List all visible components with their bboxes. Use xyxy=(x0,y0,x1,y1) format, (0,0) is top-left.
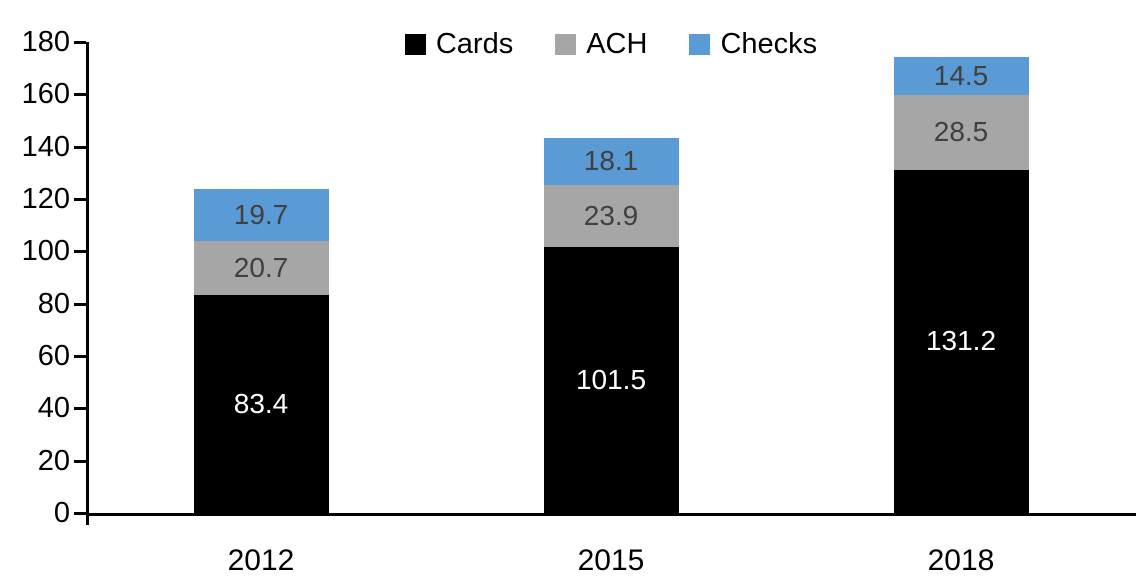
legend-swatch-cards-icon xyxy=(404,34,426,55)
y-axis-tick xyxy=(74,198,86,201)
legend-swatch-ach-icon xyxy=(555,34,577,55)
y-axis-tick xyxy=(74,407,86,411)
y-axis-tick xyxy=(74,459,86,463)
bar-segment-ach-2012: 20.7 xyxy=(193,240,329,295)
bar-value-label: 28.5 xyxy=(933,116,989,148)
legend-label: Checks xyxy=(720,28,818,60)
bar-segment-checks-2015: 18.1 xyxy=(543,137,679,185)
bar-value-label: 14.5 xyxy=(933,60,989,92)
bar-segment-checks-2012: 19.7 xyxy=(193,189,329,241)
bar-segment-cards-2012: 83.4 xyxy=(193,294,329,513)
legend-item-cards: Cards xyxy=(404,28,514,60)
bar-segment-checks-2018: 14.5 xyxy=(893,57,1029,96)
y-axis-tick-label: 180 xyxy=(21,26,70,58)
y-axis-tick xyxy=(74,302,86,306)
chart-legend: Cards ACH Checks xyxy=(86,30,1136,59)
bar-segment-ach-2015: 23.9 xyxy=(543,184,679,248)
legend-item-ach: ACH xyxy=(555,30,647,59)
x-axis-category-label: 2012 xyxy=(227,544,295,577)
bar-value-label: 20.7 xyxy=(233,251,289,283)
y-axis-tick-label: 0 xyxy=(53,497,70,529)
bar-value-label: 101.5 xyxy=(575,364,647,396)
bar-value-label: 83.4 xyxy=(233,387,289,419)
legend-label: ACH xyxy=(586,28,648,60)
bar-value-label: 131.2 xyxy=(925,325,997,357)
y-axis-line xyxy=(86,42,89,525)
y-axis-tick xyxy=(74,93,86,97)
bar-value-label: 19.7 xyxy=(233,198,289,230)
y-axis-tick xyxy=(74,512,86,515)
legend-label: Cards xyxy=(435,28,514,60)
y-axis-tick xyxy=(74,145,86,149)
y-axis-tick-label: 100 xyxy=(21,235,70,268)
y-axis-tick-label: 20 xyxy=(37,444,70,477)
bar-segment-cards-2015: 101.5 xyxy=(543,247,679,513)
y-axis-tick xyxy=(74,41,86,44)
y-axis-tick-label: 40 xyxy=(37,392,70,425)
x-axis-line xyxy=(86,513,1136,516)
y-axis-tick-label: 80 xyxy=(37,287,70,320)
y-axis-tick-label: 160 xyxy=(21,78,70,111)
y-axis-tick-label: 120 xyxy=(21,183,70,215)
y-axis-tick-label: 140 xyxy=(21,130,70,163)
bar-value-label: 18.1 xyxy=(583,145,639,177)
legend-swatch-checks-icon xyxy=(689,34,711,55)
bar-segment-cards-2018: 131.2 xyxy=(893,169,1029,513)
y-axis-tick xyxy=(74,355,86,358)
y-axis-tick xyxy=(74,250,86,254)
bar-segment-ach-2018: 28.5 xyxy=(893,95,1029,170)
x-axis-category-label: 2015 xyxy=(577,544,645,577)
y-axis-tick-label: 60 xyxy=(37,340,70,372)
legend-item-checks: Checks xyxy=(689,30,817,59)
x-axis-category-label: 2018 xyxy=(927,544,995,577)
bar-value-label: 23.9 xyxy=(583,200,639,232)
